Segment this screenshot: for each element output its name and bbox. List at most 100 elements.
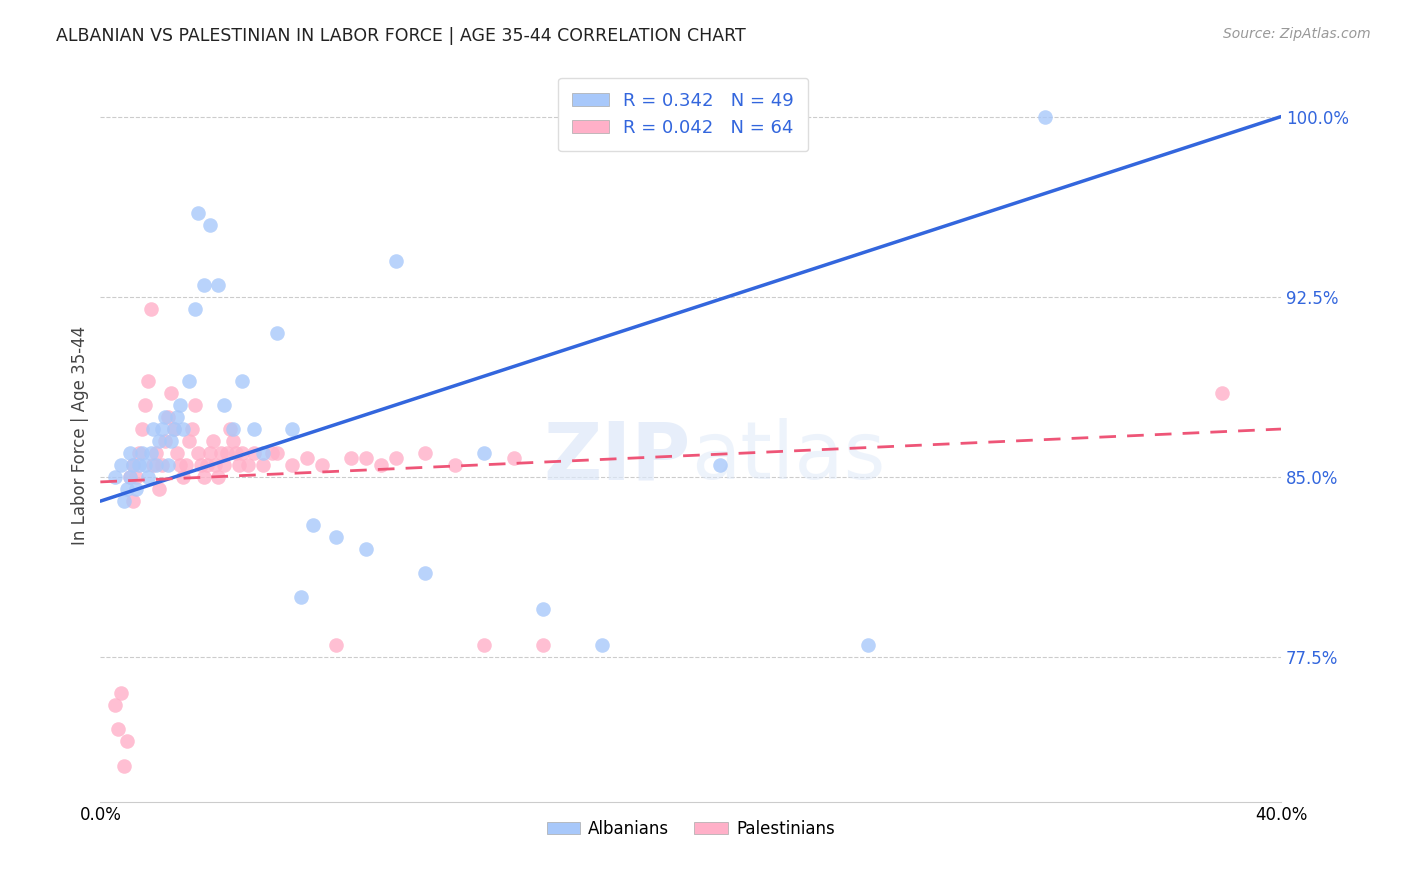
- Point: [121, 458, 143, 472]
- Point: [281, 458, 304, 472]
- Point: [472, 446, 495, 460]
- Point: [354, 450, 377, 465]
- Point: [134, 458, 156, 472]
- Point: [121, 458, 143, 472]
- Point: [384, 450, 406, 465]
- Point: [169, 458, 191, 472]
- Point: [131, 422, 153, 436]
- Point: [160, 386, 183, 401]
- Point: [104, 470, 127, 484]
- Point: [193, 277, 215, 292]
- Point: [134, 398, 156, 412]
- Point: [325, 638, 347, 652]
- Point: [340, 450, 363, 465]
- Point: [198, 218, 221, 232]
- Point: [207, 277, 229, 292]
- Point: [231, 446, 253, 460]
- Point: [217, 446, 239, 460]
- Point: [187, 446, 209, 460]
- Point: [222, 434, 245, 448]
- Point: [384, 253, 406, 268]
- Point: [136, 470, 159, 484]
- Point: [163, 422, 186, 436]
- Point: [325, 530, 347, 544]
- Point: [128, 446, 150, 460]
- Point: [104, 698, 127, 713]
- Point: [236, 458, 259, 472]
- Point: [155, 434, 177, 448]
- Point: [110, 686, 132, 700]
- Point: [1033, 110, 1056, 124]
- Point: [166, 410, 188, 425]
- Point: [214, 398, 236, 412]
- Point: [222, 422, 245, 436]
- Point: [131, 446, 153, 460]
- Point: [121, 494, 143, 508]
- Point: [128, 458, 150, 472]
- Point: [252, 446, 274, 460]
- Point: [290, 591, 312, 605]
- Point: [139, 301, 162, 316]
- Point: [169, 398, 191, 412]
- Text: ZIP: ZIP: [543, 418, 690, 496]
- Point: [502, 450, 524, 465]
- Point: [190, 458, 212, 472]
- Point: [856, 638, 879, 652]
- Point: [204, 458, 226, 472]
- Text: ALBANIAN VS PALESTINIAN IN LABOR FORCE | AGE 35-44 CORRELATION CHART: ALBANIAN VS PALESTINIAN IN LABOR FORCE |…: [56, 27, 747, 45]
- Point: [1211, 386, 1233, 401]
- Point: [302, 518, 325, 533]
- Point: [260, 446, 283, 460]
- Point: [443, 458, 465, 472]
- Point: [157, 410, 180, 425]
- Point: [193, 470, 215, 484]
- Point: [243, 446, 266, 460]
- Point: [112, 758, 135, 772]
- Point: [195, 458, 218, 472]
- Point: [311, 458, 333, 472]
- Point: [107, 723, 129, 737]
- Point: [136, 374, 159, 388]
- Text: atlas: atlas: [690, 418, 884, 496]
- Point: [115, 734, 138, 748]
- Point: [266, 326, 288, 340]
- Point: [228, 458, 250, 472]
- Point: [198, 446, 221, 460]
- Point: [145, 446, 167, 460]
- Point: [115, 482, 138, 496]
- Point: [172, 470, 194, 484]
- Point: [172, 422, 194, 436]
- Point: [187, 205, 209, 219]
- Point: [139, 446, 162, 460]
- Point: [413, 446, 436, 460]
- Point: [174, 458, 197, 472]
- Text: Source: ZipAtlas.com: Source: ZipAtlas.com: [1223, 27, 1371, 41]
- Point: [231, 374, 253, 388]
- Point: [295, 450, 318, 465]
- Point: [142, 422, 165, 436]
- Point: [157, 458, 180, 472]
- Point: [166, 446, 188, 460]
- Point: [209, 446, 232, 460]
- Point: [531, 602, 554, 616]
- Point: [142, 458, 165, 472]
- Point: [150, 422, 173, 436]
- Legend: Albanians, Palestinians: Albanians, Palestinians: [540, 814, 841, 845]
- Point: [370, 458, 392, 472]
- Point: [201, 434, 224, 448]
- Point: [118, 470, 141, 484]
- Point: [148, 482, 170, 496]
- Point: [266, 446, 288, 460]
- Point: [148, 434, 170, 448]
- Point: [413, 566, 436, 581]
- Point: [150, 458, 173, 472]
- Point: [225, 446, 247, 460]
- Point: [709, 458, 731, 472]
- Point: [180, 422, 202, 436]
- Point: [354, 542, 377, 557]
- Point: [243, 422, 266, 436]
- Point: [591, 638, 613, 652]
- Point: [207, 470, 229, 484]
- Point: [125, 470, 148, 484]
- Point: [125, 482, 148, 496]
